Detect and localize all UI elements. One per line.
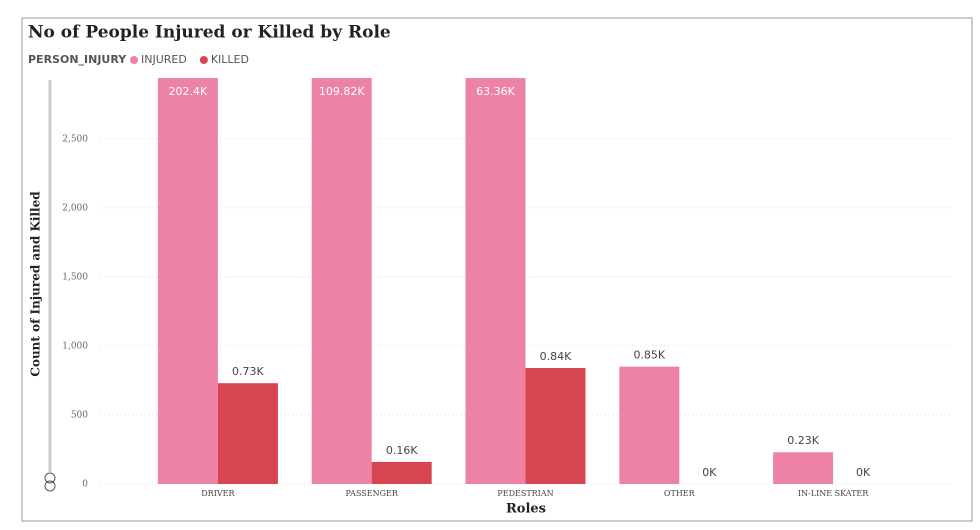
bar [371,461,432,484]
y-tick-label: 2,500 [62,134,88,144]
bar [619,366,680,484]
value-label: 0.84K [540,350,572,363]
bar [525,368,586,484]
legend: INJURED KILLED [130,53,249,66]
value-label: 63.36K [476,85,515,98]
value-label: 202.4K [169,85,208,98]
legend-title: PERSON_INJURY [28,53,127,66]
bar [465,78,526,484]
legend-label: INJURED [141,53,187,66]
legend-swatch [130,56,138,64]
legend-label: KILLED [211,53,249,66]
x-tick-label: OTHER [664,489,696,498]
bars [157,78,834,484]
bar [157,78,218,484]
y-tick-label: 2,000 [62,203,88,213]
scroll-handle[interactable] [44,472,56,484]
chart-title: No of People Injured or Killed by Role [28,23,391,43]
value-label: 0.73K [232,365,264,378]
value-label: 0.23K [787,434,819,447]
x-tick-label: PASSENGER [346,489,399,498]
x-tick-label: IN-LINE SKATER [798,489,869,498]
value-label: 0K [856,466,871,479]
value-label: 0K [702,466,717,479]
bar [217,383,278,484]
y-tick-label: 1,000 [62,341,88,351]
y-tick-label: 1,500 [62,272,88,282]
legend-swatch [199,56,208,64]
value-label: 0.16K [386,444,418,457]
value-label: 109.82K [319,85,365,98]
y-tick-label: 0 [82,480,88,490]
x-axis-title: Roles [506,502,546,517]
bar [311,78,372,484]
y-axis-title: Count of Injured and Killed [29,191,43,377]
y-tick-label: 500 [71,410,88,420]
value-label: 0.85K [633,349,665,362]
scroll-handle[interactable] [44,480,56,492]
bar [773,452,834,484]
x-tick-label: PEDESTRIAN [497,489,553,498]
x-tick-label: DRIVER [201,489,235,498]
